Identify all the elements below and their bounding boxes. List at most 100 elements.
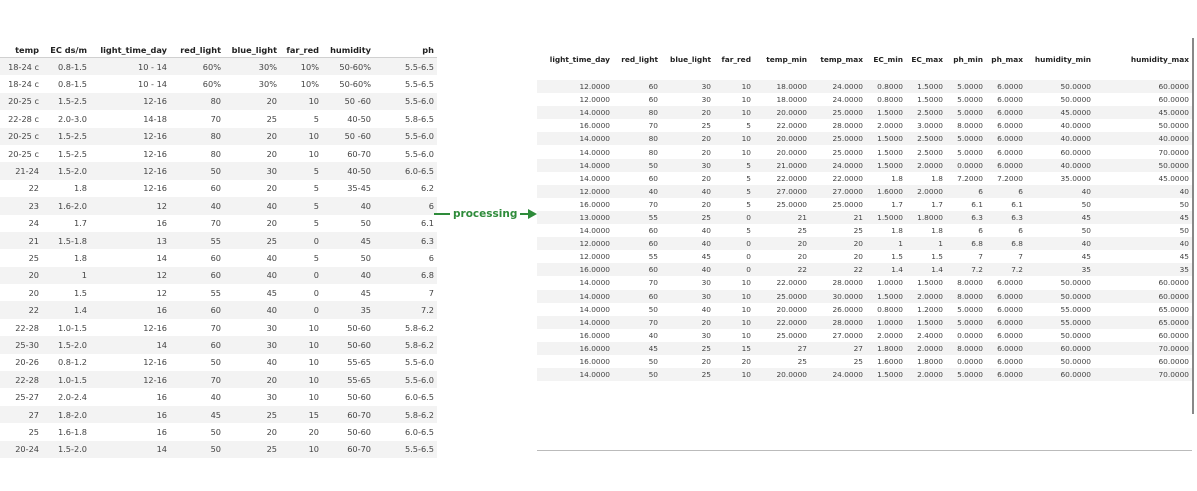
raw-table-cell: 20-24 [0, 440, 42, 458]
processed-table-cell: 50.0000 [1094, 158, 1192, 172]
raw-table-cell: 5.5-6.0 [374, 92, 437, 111]
raw-table-header-cell: temp [0, 42, 42, 58]
processed-table-cell: 60 [648, 95, 658, 105]
raw-table-cell: 5 [313, 218, 319, 229]
processed-table-cell: 3.0000 [917, 121, 943, 131]
raw-table-cell: 21-24 [0, 162, 42, 180]
processed-table-row: 16.0000 70 25 5 22.0000 28.0000 2.0000 3.0000 8.… [537, 119, 1192, 132]
raw-table-cell: 80 [170, 127, 224, 145]
raw-table-row: 20 1.5 12 55 45 0 45 7 [0, 284, 437, 301]
processed-table-cell: 60.0000 [1158, 357, 1189, 367]
processed-table-cell: 5.0000 [946, 80, 986, 94]
arrow-tail-line [434, 213, 450, 215]
processed-table-header-cell: blue_light [670, 54, 711, 64]
processed-table-cell: 65.0000 [1158, 304, 1189, 314]
processed-table-cell: 1.5000 [866, 289, 906, 303]
processed-table-cell: 10 [714, 289, 754, 303]
processed-table-cell: 8.0000 [946, 289, 986, 303]
processed-table-cell: 60 [613, 237, 661, 251]
processed-table-row: 16.0000 60 40 0 22 22 1.4 1.4 7.2 7.2 35 35 [537, 263, 1192, 277]
processed-table-cell: 6.0000 [997, 357, 1023, 367]
processed-table-cell: 25.0000 [810, 106, 866, 120]
processed-table-cell: 45 [1026, 210, 1094, 225]
processed-table-cell: 20.0000 [776, 147, 807, 157]
raw-table-cell: 40-50 [322, 162, 374, 180]
processed-table-cell: 1.8 [891, 226, 903, 236]
raw-table-cell: 45 [360, 287, 371, 298]
raw-table-cell: 50-60 [322, 336, 374, 354]
raw-table-cell: 22 [0, 301, 42, 319]
raw-table-cell: 12-16 [143, 357, 167, 368]
processed-table-cell: 50 [648, 357, 658, 367]
raw-table-cell: 1.6-2.0 [42, 197, 90, 215]
processed-table-cell: 21 [754, 210, 810, 225]
raw-table-cell: 6 [428, 252, 434, 263]
raw-table-cell: 12-16 [90, 127, 170, 145]
processed-table-cell: 16.0000 [537, 263, 613, 277]
raw-table-cell: 20-26 [15, 357, 39, 368]
processed-table-row: 16.0000 45 25 15 27 27 1.8000 2.0000 8.0000 6.000… [537, 341, 1192, 355]
processed-table-cell: 25.0000 [776, 199, 807, 209]
raw-table-cell: 10% [280, 57, 322, 76]
raw-table-cell: 30 [224, 162, 280, 180]
raw-table-cell: 45 [266, 287, 277, 298]
processed-table-cell: 50.0000 [1060, 95, 1091, 105]
processed-table-cell: 20 [661, 315, 714, 329]
raw-table-cell: 2.0-3.0 [58, 113, 87, 124]
processed-table-header-row: light_time_day red_light blue_light far_red… [537, 38, 1192, 80]
arrow-shaft-line [520, 213, 529, 215]
raw-table-cell: 5.5-6.0 [405, 357, 434, 368]
processed-table-cell: 16.0000 [579, 357, 610, 367]
processed-table-cell: 1.4 [906, 263, 946, 277]
raw-table-cell: 40 [266, 252, 277, 263]
raw-table-cell: 50 [210, 426, 221, 437]
processed-table-cell: 16.0000 [579, 121, 610, 131]
processed-table-cell: 25 [661, 368, 714, 382]
processed-table-cell: 0.0000 [957, 330, 983, 340]
raw-table-cell: 60 [170, 301, 224, 319]
processed-table-cell: 12.0000 [579, 95, 610, 105]
processed-table-cell: 25.0000 [832, 147, 863, 157]
raw-table-cell: 1.5-2.0 [42, 162, 90, 180]
raw-table-cell: 5.5-6.5 [405, 79, 434, 90]
raw-table-row: 23 1.6-2.0 12 40 40 5 40 6 [0, 197, 437, 215]
raw-table-cell: 1.8-2.0 [42, 405, 90, 424]
processed-table-cell: 55.0000 [1026, 315, 1094, 329]
processed-table-cell: 45 [1094, 210, 1192, 225]
processed-table-cell: 10 [741, 304, 751, 314]
processed-table-cell: 21.0000 [754, 158, 810, 172]
raw-table-cell: 1.4 [42, 301, 90, 319]
processed-table-cell: 22 [754, 263, 810, 277]
processed-table-cell: 5 [746, 173, 751, 183]
raw-table-cell: 1.8 [73, 183, 87, 194]
processed-table-cell: 22.0000 [776, 121, 807, 131]
processed-table-cell: 20 [701, 199, 711, 209]
processed-table-cell: 5 [746, 226, 751, 236]
raw-table-cell: 55-65 [347, 357, 371, 368]
processed-table-cell: 60.0000 [1158, 95, 1189, 105]
processed-table-cell: 5.0000 [946, 106, 986, 120]
raw-table-cell: 50-60% [339, 79, 371, 90]
processed-table-cell: 80 [613, 132, 661, 146]
processed-table-cell: 60.0000 [1158, 330, 1189, 340]
processed-table-cell: 1.5000 [917, 278, 943, 288]
raw-table-cell: 25-30 [0, 336, 42, 354]
processed-table-cell: 18.0000 [754, 80, 810, 94]
processed-table-row: 12.0000 55 45 0 20 20 1.5 1.5 7 7 45 45 [537, 250, 1192, 263]
processed-table-cell: 25.0000 [754, 289, 810, 303]
processing-arrow: processing [434, 206, 539, 222]
processed-table-cell: 1.6000 [877, 357, 903, 367]
raw-table-cell: 13 [90, 231, 170, 250]
raw-table-cell: 40-50 [347, 113, 371, 124]
raw-table-cell: 25 [224, 405, 280, 424]
processed-table-row: 12.0000 40 40 5 27.0000 27.0000 1.6000 2.0000 6 6… [537, 184, 1192, 198]
processed-table-cell: 27 [754, 341, 810, 355]
processed-table-cell: 6.0000 [997, 304, 1023, 314]
processed-table-cell: 10 [714, 132, 754, 146]
processed-table-cell: 65.0000 [1094, 315, 1192, 329]
processed-table-cell: 2.0000 [877, 330, 903, 340]
processed-table-cell: 25.0000 [832, 199, 863, 209]
processed-table-cell: 6.8 [986, 237, 1026, 251]
raw-table-row: 22-28 1.0-1.5 12-16 70 20 10 55-65 5.5-6.0 [0, 371, 437, 389]
raw-table-cell: 1.8 [73, 252, 87, 263]
